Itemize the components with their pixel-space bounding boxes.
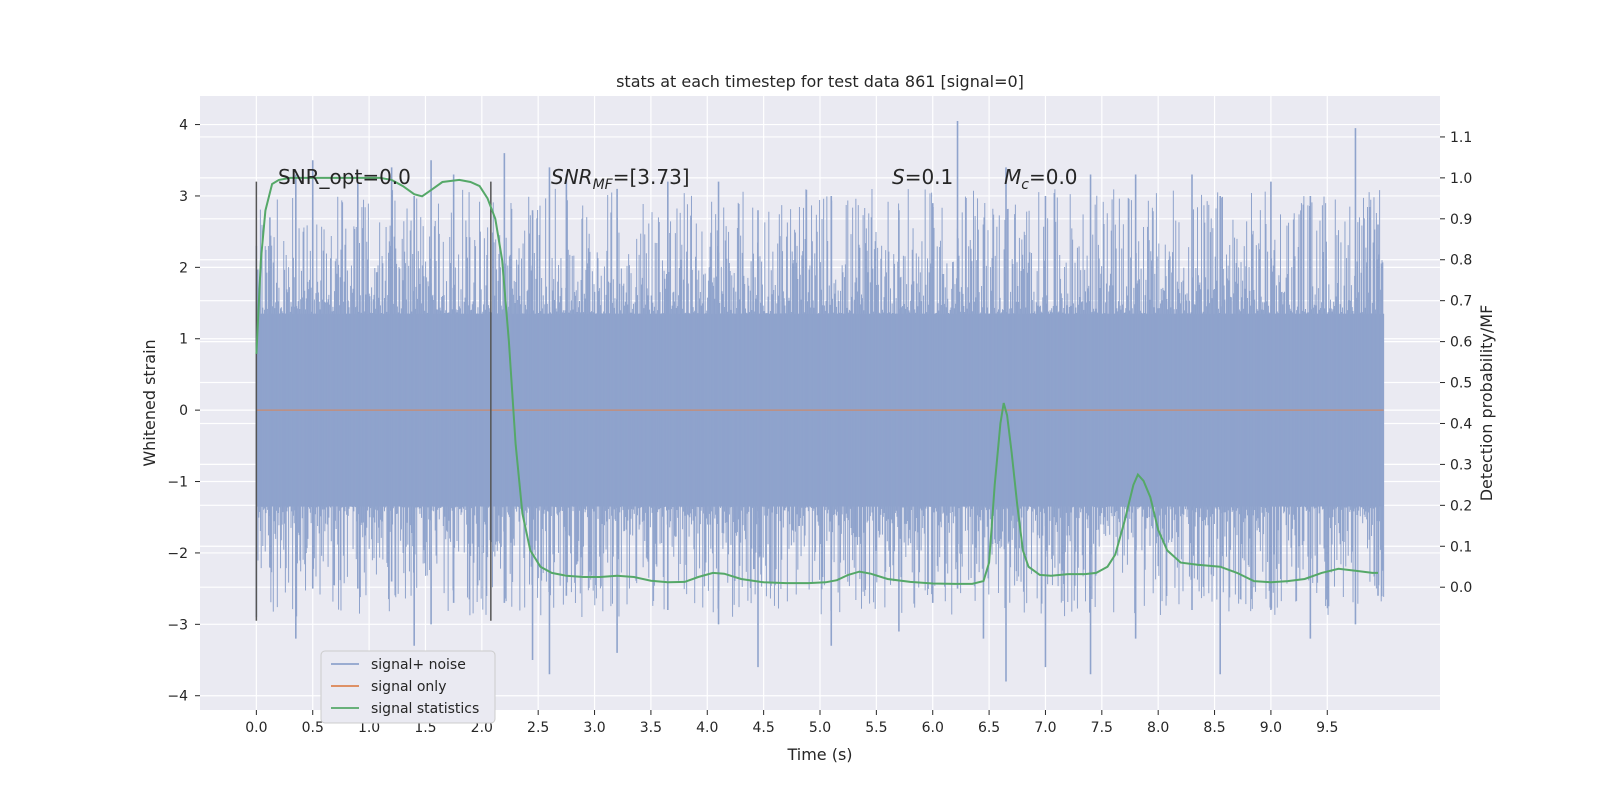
y-axis-label: Whitened strain bbox=[140, 339, 159, 466]
y2-tick-label: 0.4 bbox=[1450, 416, 1472, 432]
y2-tick-label: 1.1 bbox=[1450, 130, 1472, 146]
y2-tick-label: 0.7 bbox=[1450, 294, 1472, 310]
annotation-snr-opt: SNR_opt=0.0 bbox=[278, 165, 411, 189]
x-tick-label: 6.0 bbox=[922, 720, 944, 736]
x-tick-label: 6.5 bbox=[978, 720, 1000, 736]
annotation-mc-sub: c bbox=[1021, 177, 1029, 193]
x-axis-label: Time (s) bbox=[786, 745, 852, 764]
annotation-snr-mf: SNRMF=[3.73] bbox=[551, 165, 690, 193]
x-tick-label: 1.0 bbox=[358, 720, 380, 736]
y2-tick-label: 1.0 bbox=[1450, 171, 1472, 187]
x-tick-label: 7.5 bbox=[1091, 720, 1113, 736]
x-tick-label: 3.5 bbox=[640, 720, 662, 736]
annotation-s: S=0.1 bbox=[892, 165, 953, 189]
y-tick-label: 1 bbox=[179, 332, 188, 348]
x-tick-label: 1.5 bbox=[414, 720, 436, 736]
x-tick-label: 5.0 bbox=[809, 720, 831, 736]
y2-tick-label: 0.1 bbox=[1450, 539, 1472, 555]
y2-tick-label: 0.9 bbox=[1450, 212, 1472, 228]
annotation-s-value: =0.1 bbox=[905, 165, 954, 189]
y2-tick-label: 0.6 bbox=[1450, 335, 1472, 351]
x-tick-label: 9.5 bbox=[1316, 720, 1338, 736]
annotation-s-main: S bbox=[892, 165, 905, 189]
y-tick-label: 4 bbox=[179, 118, 188, 134]
y-tick-label: −3 bbox=[167, 617, 188, 633]
x-tick-label: 0.0 bbox=[245, 720, 267, 736]
legend-label-signal-only: signal only bbox=[371, 679, 446, 695]
x-tick-label: 4.5 bbox=[753, 720, 775, 736]
y-tick-label: −2 bbox=[167, 546, 188, 562]
x-tick-label: 2.0 bbox=[471, 720, 493, 736]
annotation-mc-main: M bbox=[1004, 165, 1021, 189]
x-tick-label: 9.0 bbox=[1260, 720, 1282, 736]
series-signal-noise bbox=[255, 120, 1385, 682]
x-tick-label: 2.5 bbox=[527, 720, 549, 736]
y-tick-label: 0 bbox=[179, 403, 188, 419]
y2-tick-label: 0.3 bbox=[1450, 457, 1472, 473]
x-tick-label: 7.0 bbox=[1034, 720, 1056, 736]
x-tick-label: 5.5 bbox=[865, 720, 887, 736]
x-tick-label: 8.5 bbox=[1203, 720, 1225, 736]
vertical-markers bbox=[255, 181, 492, 621]
y-axis-ticks: 4 3 2 1 0 −1 −2 −3 −4 bbox=[167, 118, 200, 705]
x-tick-label: 8.0 bbox=[1147, 720, 1169, 736]
y-tick-label: 2 bbox=[179, 260, 188, 276]
legend-label-signal-statistics: signal statistics bbox=[371, 701, 479, 717]
series-signal-statistics bbox=[255, 176, 1378, 585]
annotation-snr-mf-sub: MF bbox=[593, 177, 614, 193]
y-tick-label: −1 bbox=[167, 475, 188, 491]
y-tick-label: 3 bbox=[179, 189, 188, 205]
annotation-snr-mf-main: SNR bbox=[551, 165, 593, 189]
signal-statistics-line bbox=[255, 176, 1378, 585]
y2-tick-label: 0.5 bbox=[1450, 376, 1472, 392]
y2-tick-label: 0.8 bbox=[1450, 253, 1472, 269]
x-tick-label: 3.0 bbox=[583, 720, 605, 736]
y2-tick-label: 0.0 bbox=[1450, 580, 1472, 596]
annotation-mc: Mc=0.0 bbox=[1004, 165, 1078, 193]
legend-box bbox=[320, 650, 496, 724]
y2-axis-label: Detection probability/MF bbox=[1477, 305, 1496, 502]
legend: signal+ noise signal only signal statist… bbox=[320, 650, 496, 724]
y2-axis-ticks: 1.1 1.0 0.9 0.8 0.7 0.6 0.5 0.4 0.3 0.2 0.1 0.0 bbox=[1440, 130, 1472, 596]
y2-tick-label: 0.2 bbox=[1450, 498, 1472, 514]
x-axis-ticks: 0.0 0.5 1.0 1.5 2.0 2.5 3.0 3.5 4.0 4.5 5.0 5.5 6.0 6… bbox=[245, 710, 1338, 736]
x-tick-label: 0.5 bbox=[302, 720, 324, 736]
annotation-snr-mf-value: =[3.73] bbox=[613, 165, 690, 189]
annotation-mc-value: =0.0 bbox=[1029, 165, 1078, 189]
x-tick-label: 4.0 bbox=[696, 720, 718, 736]
chart-title: stats at each timestep for test data 861… bbox=[616, 72, 1024, 91]
y-tick-label: −4 bbox=[167, 689, 188, 705]
legend-label-signal-noise: signal+ noise bbox=[371, 657, 466, 673]
